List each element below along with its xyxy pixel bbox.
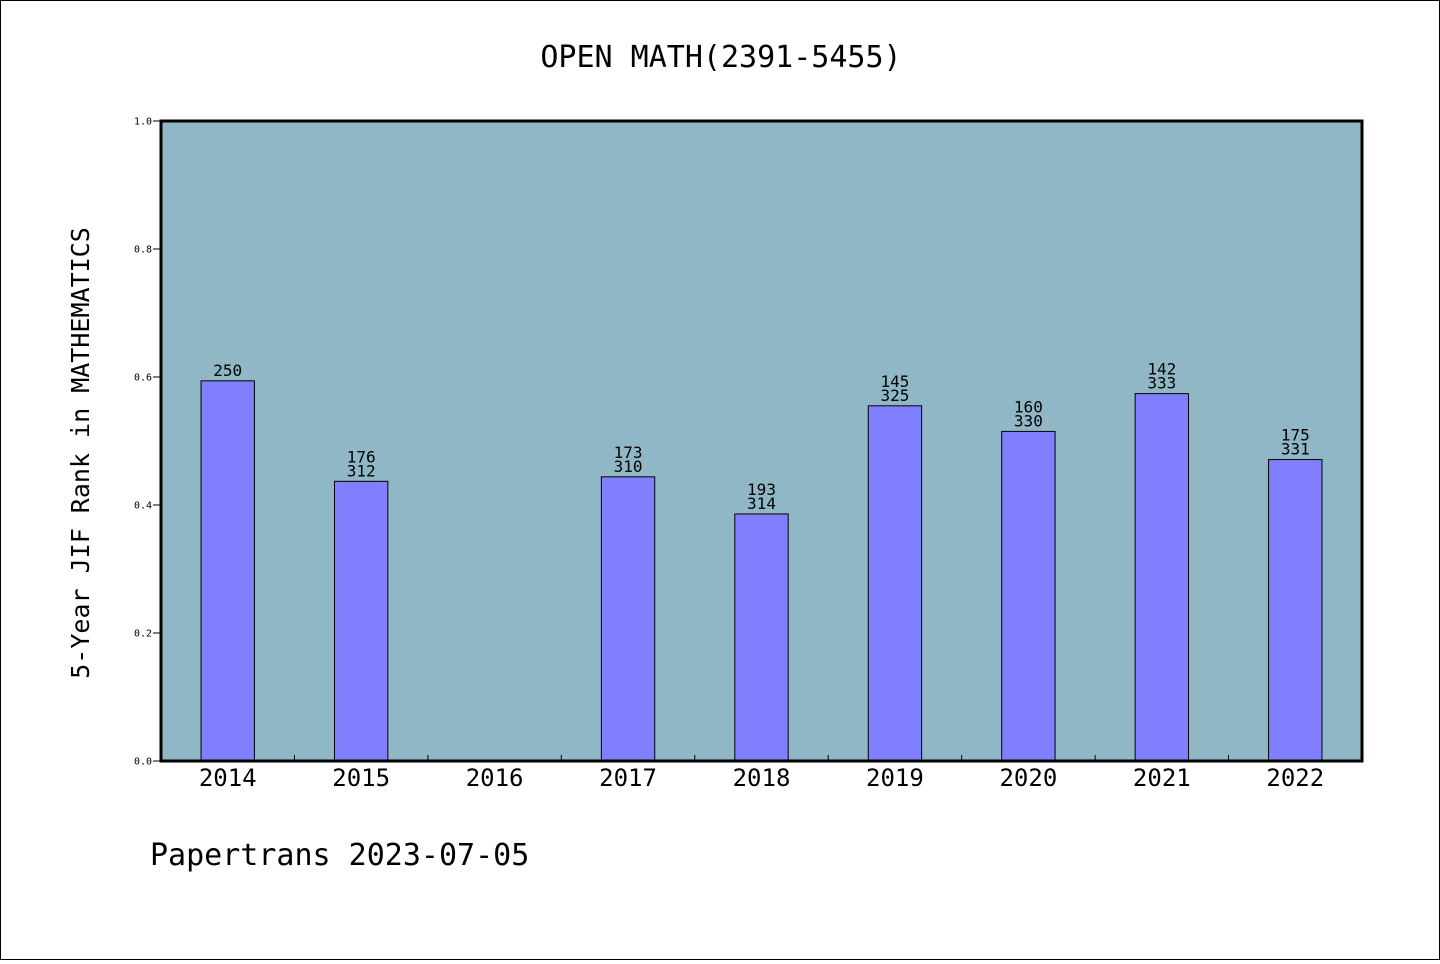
- x-tick-label: 2015: [332, 764, 390, 792]
- x-tick-label: 2020: [999, 764, 1057, 792]
- y-tick-label: 0.8: [134, 245, 152, 256]
- data-label: 173: [614, 443, 643, 462]
- y-tick-label: 0.0: [134, 757, 152, 768]
- data-label: 325: [880, 386, 909, 405]
- plot-border: [159, 119, 1364, 763]
- data-label: 333: [1147, 374, 1176, 393]
- bar-2014: [200, 380, 255, 762]
- bar-2019: [867, 405, 923, 762]
- x-tick-label: 2016: [466, 764, 524, 792]
- data-label: 250: [213, 361, 242, 380]
- data-label: 145: [880, 372, 909, 391]
- data-label: 160: [1014, 397, 1043, 416]
- data-label: 331: [1281, 440, 1310, 459]
- x-tick-label: 2017: [599, 764, 657, 792]
- bar-2015: [333, 480, 389, 762]
- x-ticks-group: 2014 2015 2016 2017 2018 2019 2020 2021 2022: [199, 755, 1324, 792]
- x-tick-label: 2021: [1133, 764, 1191, 792]
- y-tick-label: 0.2: [134, 629, 152, 640]
- data-label: 193: [747, 480, 776, 499]
- y-axis-label: 5-Year JIF Rank in MATHEMATICS: [66, 227, 95, 679]
- bar-2020: [1001, 430, 1056, 762]
- chart-title: OPEN MATH(2391-5455): [540, 40, 901, 75]
- data-label: 314: [747, 494, 776, 513]
- data-label: 175: [1281, 426, 1310, 445]
- y-ticks-group: 0.0 0.2 0.4 0.6 0.8 1.0: [134, 117, 161, 768]
- footer-text: Papertrans 2023-07-05: [150, 838, 529, 873]
- y-tick-label: 0.4: [134, 501, 152, 512]
- data-label: 142: [1147, 360, 1176, 379]
- data-label: 176: [347, 447, 376, 466]
- bar-2018: [734, 513, 789, 762]
- x-tick-label: 2019: [866, 764, 924, 792]
- data-label: 310: [614, 457, 643, 476]
- bar-2021: [1134, 393, 1190, 762]
- bar-2022: [1268, 459, 1323, 762]
- data-label: 312: [347, 461, 376, 480]
- x-tick-label: 2014: [199, 764, 257, 792]
- x-tick-label: 2022: [1266, 764, 1324, 792]
- y-tick-label: 1.0: [134, 117, 152, 128]
- bar-2017: [600, 476, 656, 762]
- data-label: 330: [1014, 411, 1043, 430]
- x-tick-label: 2018: [733, 764, 791, 792]
- y-tick-label: 0.6: [134, 373, 152, 384]
